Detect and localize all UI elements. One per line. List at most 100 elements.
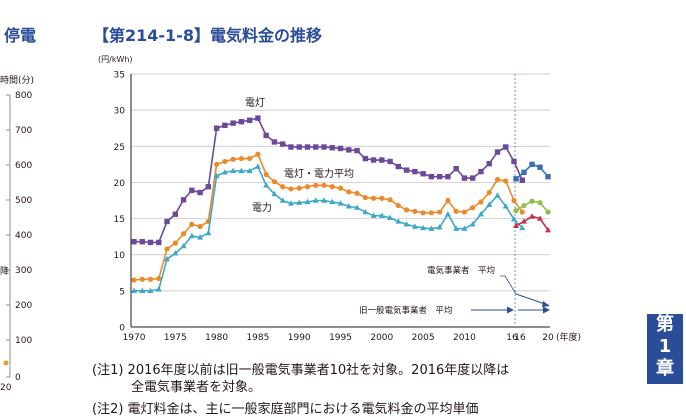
new-period-arrow-head [542, 301, 550, 307]
x-tick-label: 1990 [288, 333, 311, 343]
series-point-old [511, 158, 517, 165]
series-point-old [412, 168, 418, 175]
x-tick-label: 2000 [370, 333, 393, 343]
series-point-old [420, 224, 427, 231]
new-period-bottom-arrow-head [543, 306, 550, 314]
series-point-old [469, 175, 476, 181]
series-point-old [172, 211, 179, 217]
series-point-old [354, 190, 360, 196]
series-point-old [370, 195, 377, 201]
x-tick-label: 16 [514, 333, 526, 343]
series-point-old [254, 163, 261, 169]
series-point-old [296, 144, 302, 150]
x-tick-label: 1995 [329, 333, 352, 343]
left-fragment-tick-label: 100 [15, 336, 32, 346]
x-axis-label: (年度) [556, 331, 581, 343]
series-point-new [513, 208, 519, 214]
left-fragment-tick-label: 0 [15, 373, 21, 383]
series-point-old [263, 182, 270, 188]
series-point-old [214, 161, 220, 167]
series-point-old [155, 286, 162, 292]
x-tick-label: 1985 [246, 333, 269, 343]
y-tick-label: 25 [114, 143, 125, 153]
series-point-old [139, 276, 145, 282]
series-point-old [329, 198, 336, 205]
series-point-old [519, 209, 525, 215]
left-fragment-tick-label: 400 [15, 231, 32, 241]
series-point-old [486, 189, 492, 196]
series-point-old [312, 197, 319, 203]
series-point-old [404, 207, 410, 213]
series-point-old [156, 239, 162, 246]
series-point-old [387, 158, 393, 165]
y-tick-label: 10 [114, 251, 126, 261]
series-point-old [164, 255, 171, 262]
old-period-arrow-head [507, 306, 514, 314]
series-point-old [494, 176, 501, 183]
x-tick-label: 20 [542, 333, 554, 343]
series-label: 電灯・電力平均 [284, 167, 354, 180]
series-point-old [362, 195, 368, 201]
series-point-old [213, 172, 220, 179]
series-point-old [453, 165, 459, 172]
series-point-old [238, 155, 244, 162]
series-point-old [222, 122, 228, 129]
series-point-old [180, 242, 187, 249]
series-point-old [221, 169, 228, 175]
series-point-old [329, 184, 335, 190]
series-point-old [445, 197, 451, 204]
series-point-old [197, 223, 203, 230]
series-point-old [288, 144, 294, 150]
chapter-badge: 第 1 章 [647, 314, 683, 384]
series-point-old [511, 216, 517, 222]
series-point-new [537, 200, 543, 206]
series-point-old [337, 185, 344, 191]
series-point-old [395, 202, 401, 209]
series-point-old [304, 144, 311, 150]
series-point-old [139, 287, 146, 294]
x-tick-label: 1980 [205, 333, 228, 343]
series-point-old [279, 141, 286, 147]
series-point-old [428, 210, 434, 216]
new-period-leader-line [500, 275, 517, 295]
series-point-new [537, 164, 543, 170]
chapter-badge-line-1: 第 [656, 314, 674, 335]
series-point-new [545, 173, 551, 180]
series-point-old [205, 184, 212, 190]
series-point-old [222, 158, 228, 165]
series-point-new [529, 161, 535, 168]
series-point-old [354, 204, 361, 210]
left-fragment-tick-label: 500 [15, 196, 32, 206]
left-fragment-unit-label: 時間(分) [0, 75, 34, 86]
series-point-old [486, 160, 492, 167]
x-tick-label: 16 [506, 333, 518, 343]
series-point-old [321, 197, 327, 203]
chart-title: 【第214-1-8】電気料金の推移 [93, 26, 322, 45]
series-point-old [486, 201, 493, 208]
series-point-old [436, 224, 443, 230]
series-point-old [519, 224, 526, 231]
left-fragment-tick-label: 300 [15, 266, 32, 276]
series-point-old [346, 189, 352, 195]
series-point-old [461, 175, 468, 181]
series-point-old [395, 218, 402, 224]
series-point-old [445, 173, 451, 180]
note-2-line-1: (注2) 電灯料金は、主に一般家庭部門における電気料金の平均単価 [92, 402, 479, 417]
series-point-old [313, 144, 319, 150]
series-point-old [444, 211, 451, 217]
y-tick-label: 15 [114, 215, 125, 225]
series-point-old [188, 232, 195, 239]
series-point-old [477, 211, 484, 217]
series-point-old [329, 145, 335, 151]
x-tick-label: 1970 [123, 333, 146, 343]
series-point-old [263, 132, 269, 139]
series-point-old [494, 149, 501, 155]
series-point-old [370, 157, 377, 163]
y-tick-label: 35 [114, 71, 125, 81]
y-axis-unit-label: (円/kWh) [98, 55, 133, 64]
series-point-old [345, 203, 352, 209]
series-point-old [287, 200, 294, 206]
series-point-old [420, 171, 426, 177]
series-point-old [230, 120, 236, 126]
